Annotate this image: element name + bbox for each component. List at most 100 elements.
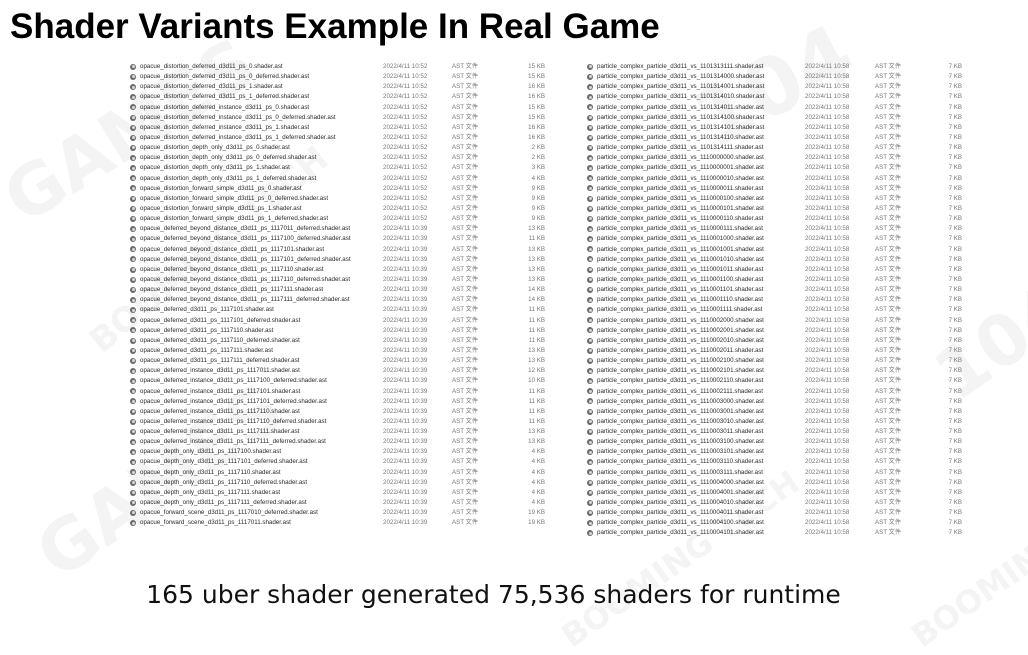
file-name: particle_complex_particle_d3d11_vs_11013… (597, 73, 765, 81)
file-name: particle_complex_particle_d3d11_vs_11100… (597, 154, 764, 162)
file-name: opacue_forward_scene_d3d11_ps_1117011.sh… (140, 519, 291, 527)
file-type-icon (130, 489, 136, 496)
file-size: 7 KB (948, 346, 962, 354)
file-type: AST 文件 (452, 296, 479, 304)
file-type: AST 文件 (875, 387, 902, 395)
file-size: 4 KB (531, 468, 545, 476)
file-name: particle_complex_particle_d3d11_vs_11100… (597, 194, 764, 202)
file-date: 2022/4/11 10:52 (383, 154, 428, 162)
file-type: AST 文件 (452, 387, 479, 395)
file-type-icon (130, 144, 136, 151)
file-type: AST 文件 (452, 438, 479, 446)
file-name: opacue_distortion_depth_only_d3d11_ps_0.… (140, 144, 290, 152)
file-type: AST 文件 (875, 204, 902, 212)
file-date: 2022/4/11 10:58 (805, 357, 850, 365)
file-size: 7 KB (948, 235, 962, 243)
file-date: 2022/4/11 10:39 (383, 387, 428, 395)
file-name: opacue_distortion_deferred_instance_d3d1… (140, 123, 310, 131)
file-name: particle_complex_particle_d3d11_vs_11100… (597, 468, 763, 476)
file-date: 2022/4/11 10:39 (383, 428, 428, 436)
file-name: opacue_distortion_forward_simple_d3d11_p… (140, 215, 329, 223)
file-date: 2022/4/11 10:52 (383, 184, 428, 192)
file-type: AST 文件 (452, 113, 479, 121)
file-type-icon (587, 134, 593, 141)
file-name: opacue_depth_only_d3d11_ps_1117100.shade… (140, 448, 282, 456)
file-name: opacue_distortion_deferred_d3d11_ps_1.sh… (140, 83, 283, 91)
file-type: AST 文件 (452, 346, 479, 354)
file-type-icon (587, 84, 593, 91)
file-type-icon (587, 520, 593, 527)
file-date: 2022/4/11 10:52 (383, 164, 428, 172)
file-name: opacue_deferred_beyond_distance_d3d11_ps… (140, 245, 325, 253)
file-size: 11 KB (528, 326, 545, 334)
file-name: particle_complex_particle_d3d11_vs_11100… (597, 164, 764, 172)
file-type: AST 文件 (875, 255, 902, 263)
file-type: AST 文件 (875, 235, 902, 243)
file-type-icon (130, 134, 136, 141)
file-type: AST 文件 (452, 509, 479, 517)
file-type-icon (130, 155, 136, 162)
file-date: 2022/4/11 10:58 (805, 275, 850, 283)
file-size: 11 KB (528, 306, 545, 314)
file-date: 2022/4/11 10:58 (805, 265, 850, 273)
file-date: 2022/4/11 10:58 (805, 83, 850, 91)
file-date: 2022/4/11 10:58 (805, 144, 850, 152)
file-name: particle_complex_particle_d3d11_vs_11100… (597, 397, 764, 405)
file-name: opacue_depth_only_d3d11_ps_1117101_defer… (140, 458, 308, 466)
file-type-icon (587, 114, 593, 121)
file-size: 14 KB (528, 286, 545, 294)
file-date: 2022/4/11 10:39 (383, 478, 428, 486)
file-type-icon (587, 449, 593, 456)
file-name: particle_complex_particle_d3d11_vs_11100… (597, 174, 764, 182)
file-size: 13 KB (528, 245, 545, 253)
file-size: 7 KB (948, 478, 962, 486)
file-name: particle_complex_particle_d3d11_vs_11100… (597, 458, 764, 466)
file-type-icon (130, 297, 136, 304)
file-type: AST 文件 (875, 174, 902, 182)
file-name: opacue_distortion_forward_simple_d3d11_p… (140, 194, 329, 202)
file-type: AST 文件 (452, 407, 479, 415)
file-type: AST 文件 (875, 478, 902, 486)
file-size: 3 KB (531, 164, 545, 172)
file-name: opacue_deferred_beyond_distance_d3d11_ps… (140, 286, 324, 294)
file-size: 9 KB (531, 215, 545, 223)
file-type: AST 文件 (452, 316, 479, 324)
file-type-icon (130, 205, 136, 212)
file-size: 7 KB (948, 509, 962, 517)
file-type-icon (587, 297, 593, 304)
file-size: 7 KB (948, 63, 962, 70)
file-type: AST 文件 (452, 367, 479, 375)
file-size: 11 KB (528, 336, 545, 344)
file-type: AST 文件 (452, 377, 479, 385)
file-date: 2022/4/11 10:39 (383, 407, 428, 415)
file-size: 7 KB (948, 367, 962, 375)
file-date: 2022/4/11 10:58 (805, 164, 850, 172)
file-type-icon (130, 479, 136, 486)
file-type: AST 文件 (452, 184, 479, 192)
file-name: particle_complex_particle_d3d11_vs_11100… (597, 357, 764, 365)
file-name: opacue_deferred_instance_d3d11_ps_111711… (140, 417, 327, 425)
file-type: AST 文件 (875, 113, 902, 121)
file-type-icon (587, 489, 593, 496)
file-name: particle_complex_particle_d3d11_vs_11100… (597, 417, 764, 425)
file-type-icon (130, 84, 136, 91)
file-size: 13 KB (528, 275, 545, 283)
file-date: 2022/4/11 10:58 (805, 407, 850, 415)
file-type: AST 文件 (875, 357, 902, 365)
file-name: particle_complex_particle_d3d11_vs_11100… (597, 316, 764, 324)
file-type-icon (587, 63, 593, 70)
file-size: 11 KB (528, 397, 545, 405)
file-type: AST 文件 (875, 184, 902, 192)
file-type: AST 文件 (452, 488, 479, 496)
file-type-icon (587, 428, 593, 435)
file-type-icon (587, 236, 593, 243)
file-date: 2022/4/11 10:39 (383, 367, 428, 375)
file-date: 2022/4/11 10:39 (383, 286, 428, 294)
file-size: 7 KB (948, 468, 962, 476)
file-name: opacue_deferred_beyond_distance_d3d11_ps… (140, 255, 351, 263)
file-date: 2022/4/11 10:52 (383, 204, 428, 212)
file-name: particle_complex_particle_d3d11_vs_11100… (597, 235, 764, 243)
file-type-icon (130, 104, 136, 111)
file-type: AST 文件 (452, 448, 479, 456)
file-size: 2 KB (531, 154, 545, 162)
